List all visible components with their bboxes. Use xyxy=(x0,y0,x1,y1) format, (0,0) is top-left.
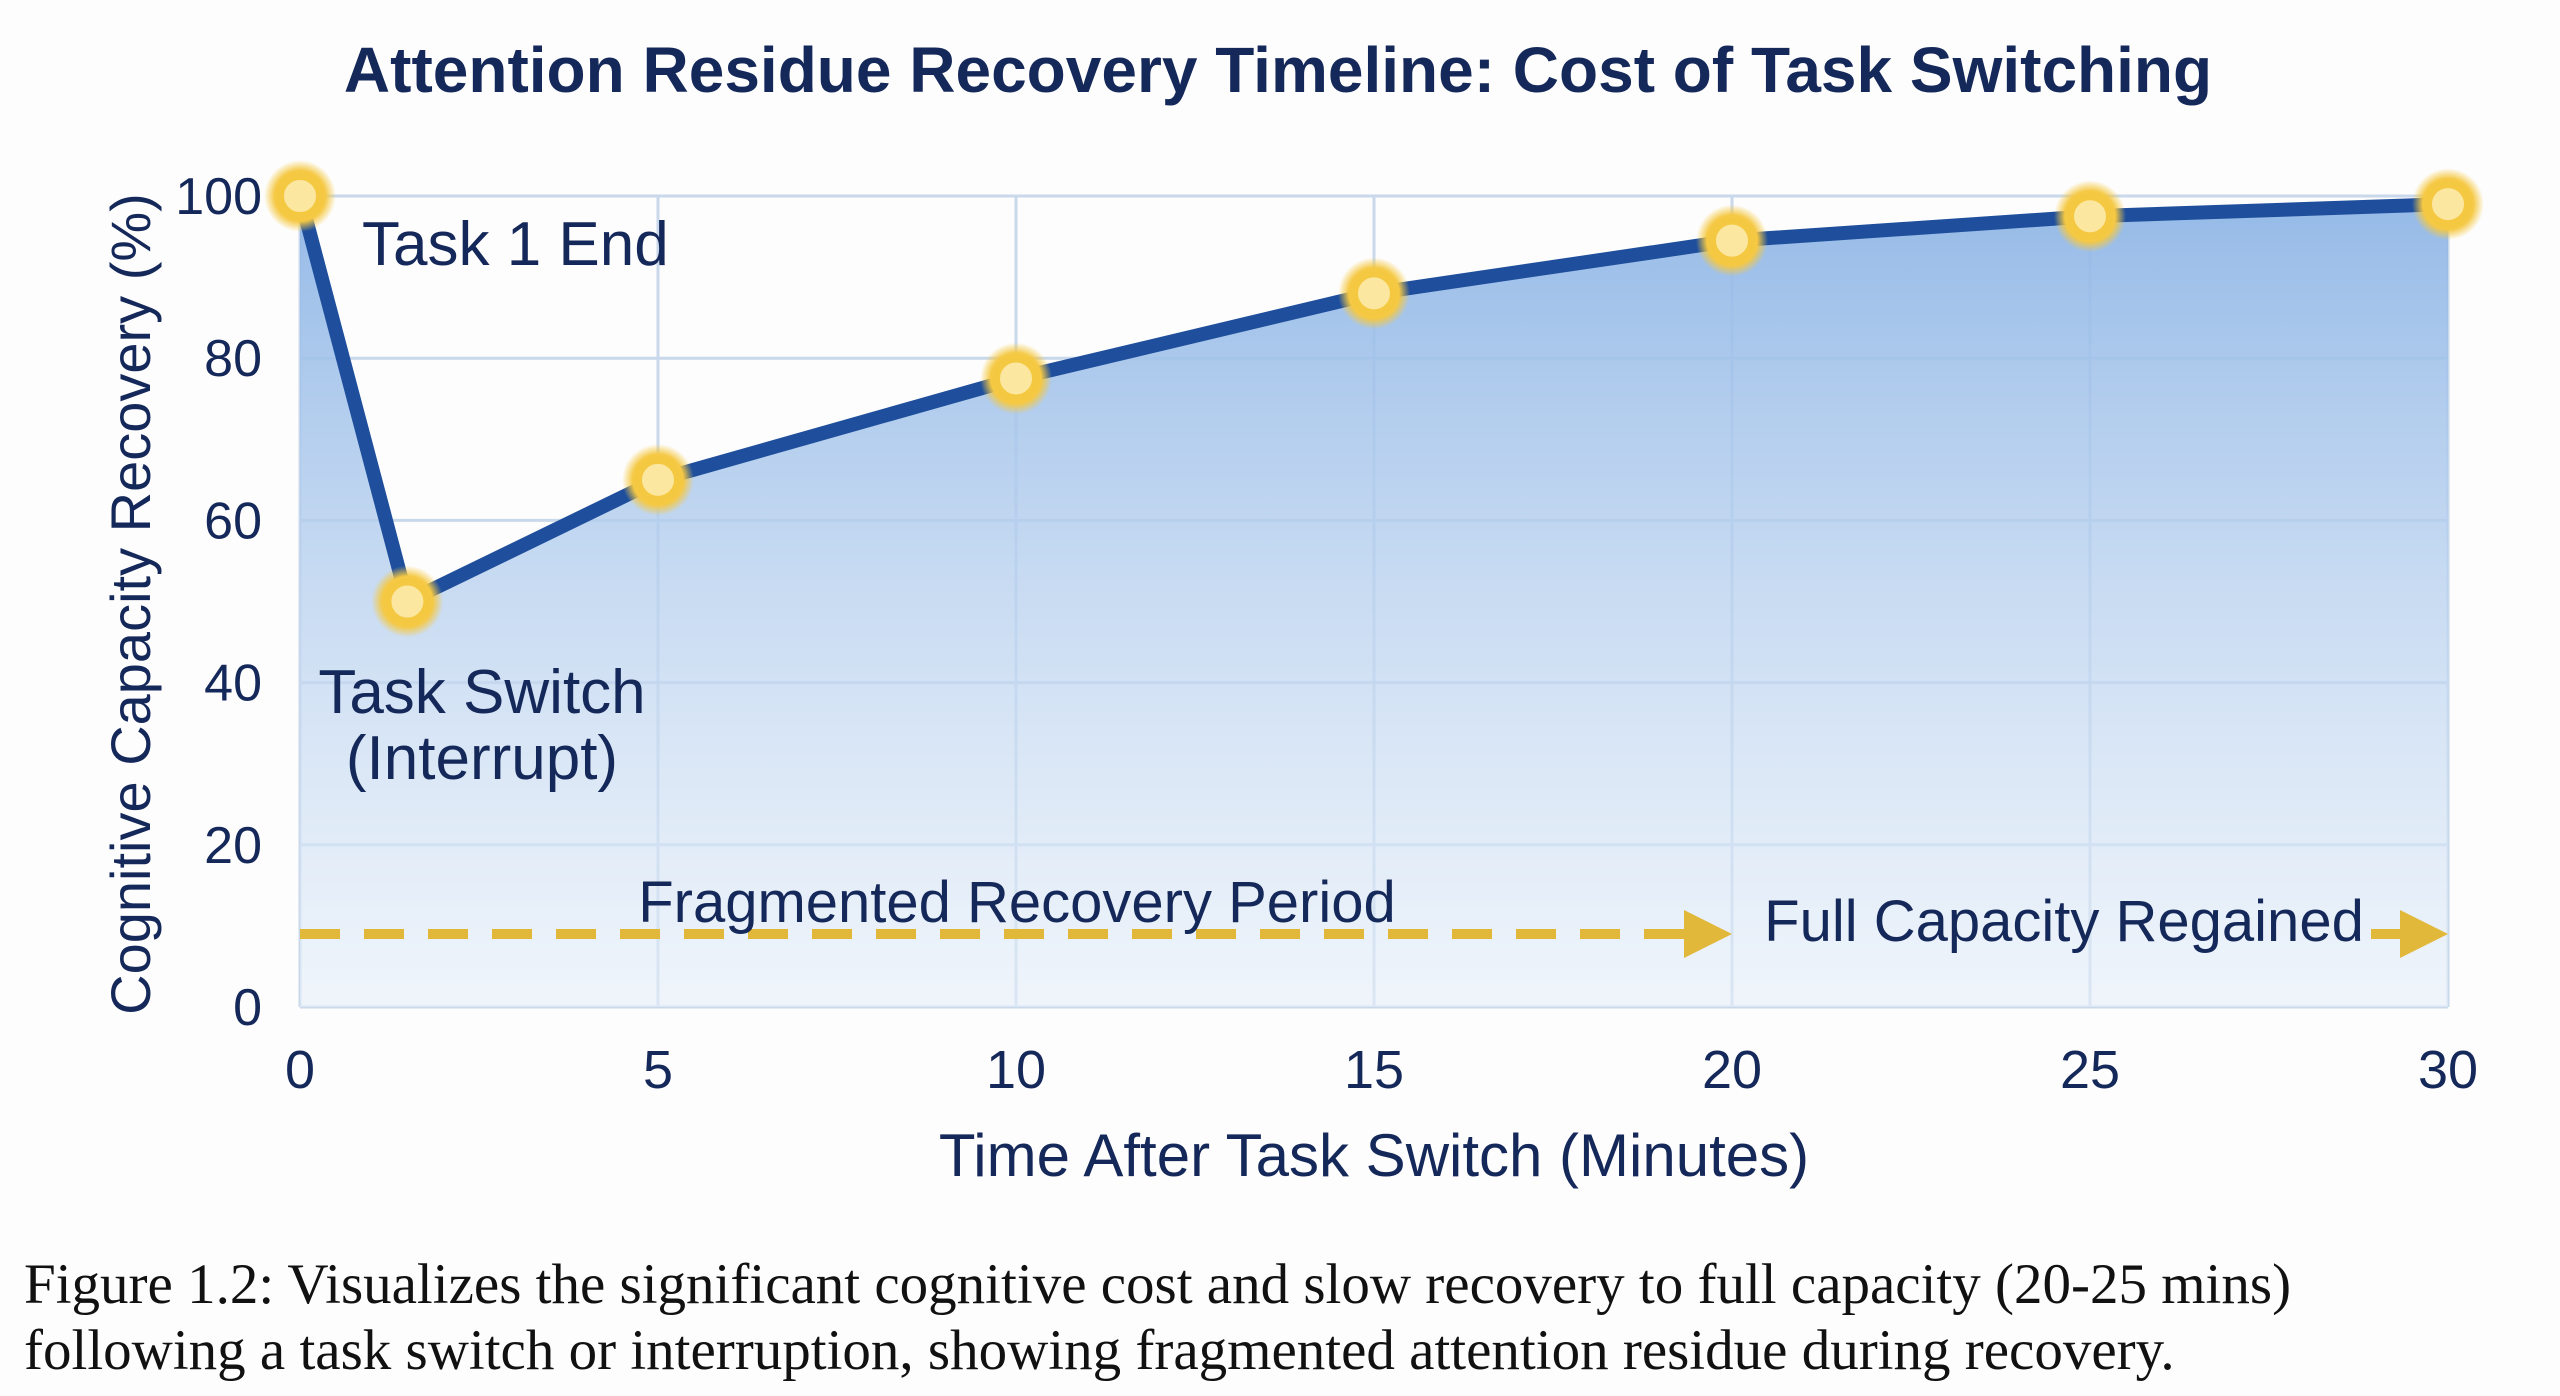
data-point xyxy=(634,455,682,504)
annotation-interrupt: (Interrupt) xyxy=(346,724,618,793)
caption-line-2: following a task switch or interruption,… xyxy=(24,1319,2175,1382)
y-tick-label: 60 xyxy=(204,492,262,550)
data-point xyxy=(2424,180,2472,229)
full-arrow-arrowhead xyxy=(2400,910,2448,958)
caption-line-1: Figure 1.2: Visualizes the significant c… xyxy=(24,1253,2292,1316)
figure-caption: Figure 1.2: Visualizes the significant c… xyxy=(24,1252,2554,1384)
y-tick-label: 20 xyxy=(204,817,262,875)
data-point xyxy=(2066,192,2114,241)
annotation-task-switch: Task Switch xyxy=(318,658,645,727)
chart-title: Attention Residue Recovery Timeline: Cos… xyxy=(344,34,2212,106)
x-tick-label: 20 xyxy=(1702,1040,1762,1100)
annotation-fragmented: Fragmented Recovery Period xyxy=(638,870,1396,935)
annotation-full-capacity: Full Capacity Regained xyxy=(1764,889,2364,954)
y-tick-label: 40 xyxy=(204,655,262,713)
y-tick-label: 100 xyxy=(175,168,262,226)
annotation-task-end: Task 1 End xyxy=(362,210,669,279)
x-tick-label: 10 xyxy=(986,1040,1046,1100)
x-tick-label: 5 xyxy=(643,1040,673,1100)
y-tick-label: 80 xyxy=(204,330,262,388)
x-tick-label: 0 xyxy=(285,1040,315,1100)
y-axis-label: Cognitive Capacity Recovery (%) xyxy=(99,193,162,1015)
data-point xyxy=(1708,216,1756,265)
y-tick-label: 0 xyxy=(233,979,262,1037)
x-tick-label: 15 xyxy=(1344,1040,1404,1100)
series-line xyxy=(293,194,2449,609)
x-tick-label: 25 xyxy=(2060,1040,2120,1100)
markers xyxy=(264,160,2484,638)
data-point xyxy=(992,354,1040,403)
data-point xyxy=(383,577,432,626)
x-tick-label: 30 xyxy=(2418,1040,2478,1100)
data-point xyxy=(1350,269,1398,318)
period-arrows xyxy=(300,910,2448,958)
x-axis-label: Time After Task Switch (Minutes) xyxy=(939,1122,1809,1189)
data-point xyxy=(276,172,324,220)
fragmented-arrow-arrowhead xyxy=(1684,910,1732,958)
tick-labels: 0 20 40 60 80 100 0 5 10 15 20 25 30 xyxy=(175,168,2478,1100)
area-fill xyxy=(300,196,2448,1007)
